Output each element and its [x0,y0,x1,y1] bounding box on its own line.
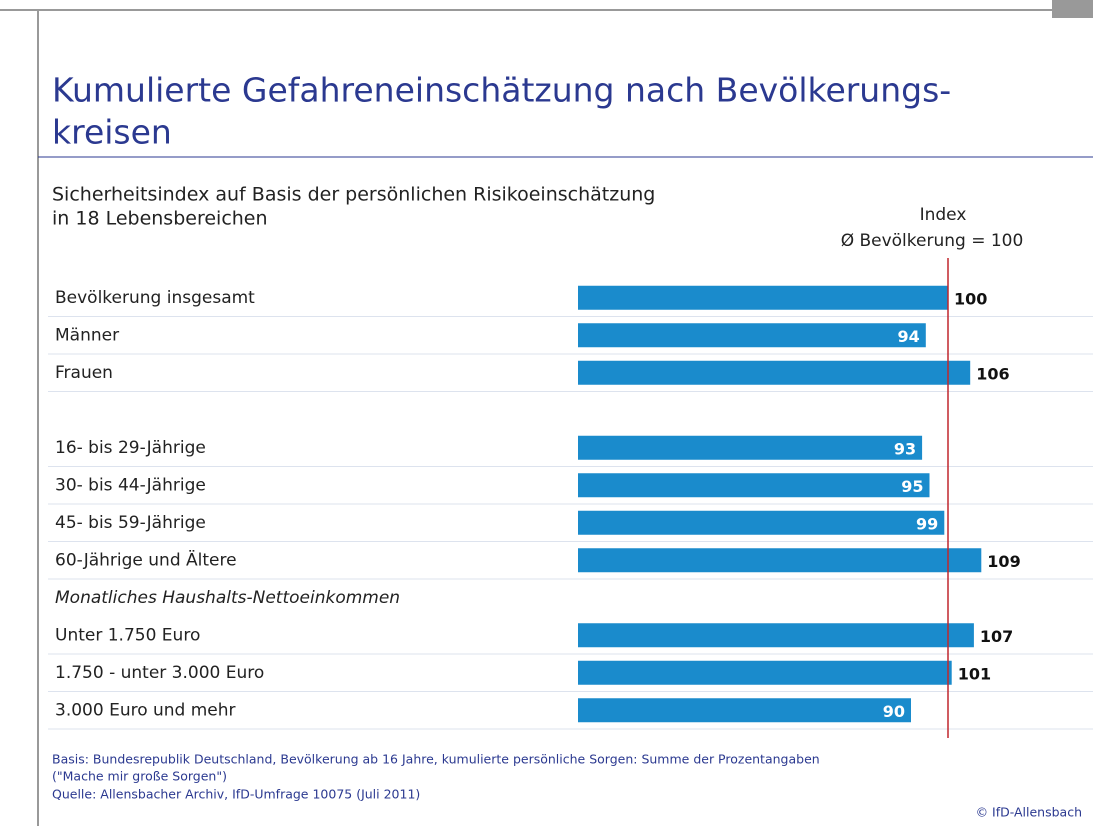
value-label: 101 [958,664,991,683]
category-label: Bevölkerung insgesamt [55,288,255,308]
category-label: Frauen [55,363,113,383]
chart-title: Kumulierte Gefahreneinschätzung nach Bev… [52,71,951,110]
bar [578,623,974,648]
category-label: Männer [55,325,119,345]
frame-tab [1052,0,1093,18]
category-label: 45- bis 59-Jährige [55,513,206,533]
bar [578,510,945,535]
category-label: 1.750 - unter 3.000 Euro [55,663,264,683]
copyright: © IfD-Allensbach [976,805,1082,820]
category-label: 3.000 Euro und mehr [55,700,236,720]
bar [578,323,926,348]
value-label: 109 [987,552,1020,571]
value-label: 107 [980,627,1013,646]
note: Basis: Bundesrepublik Deutschland, Bevöl… [52,752,820,767]
note: Quelle: Allensbacher Archiv, IfD-Umfrage… [52,787,420,802]
value-label: 95 [901,477,923,496]
value-label: 94 [898,327,920,346]
category-label: 30- bis 44-Jährige [55,475,206,495]
bar [578,285,948,310]
category-label: 16- bis 29-Jährige [55,438,206,458]
subtitle: in 18 Lebensbereichen [52,208,268,230]
value-label: 100 [954,289,987,308]
value-label: 90 [883,702,905,721]
bar [578,473,930,498]
bar [578,360,971,385]
index-label: Index [920,205,967,225]
index-label: Ø Bevölkerung = 100 [841,231,1024,251]
subtitle: Sicherheitsindex auf Basis der persönlic… [52,184,655,206]
bar [578,548,982,573]
value-label: 93 [894,439,916,458]
bar [578,435,923,460]
category-label: Monatliches Haushalts-Nettoeinkommen [55,588,400,608]
category-label: Unter 1.750 Euro [55,625,200,645]
value-label: 106 [976,364,1009,383]
chart-title: kreisen [52,113,172,152]
value-label: 99 [916,514,938,533]
category-label: 60-Jährige und Ältere [55,549,237,570]
bar [578,660,952,685]
bar [578,698,911,723]
note: ("Mache mir große Sorgen") [52,769,227,784]
